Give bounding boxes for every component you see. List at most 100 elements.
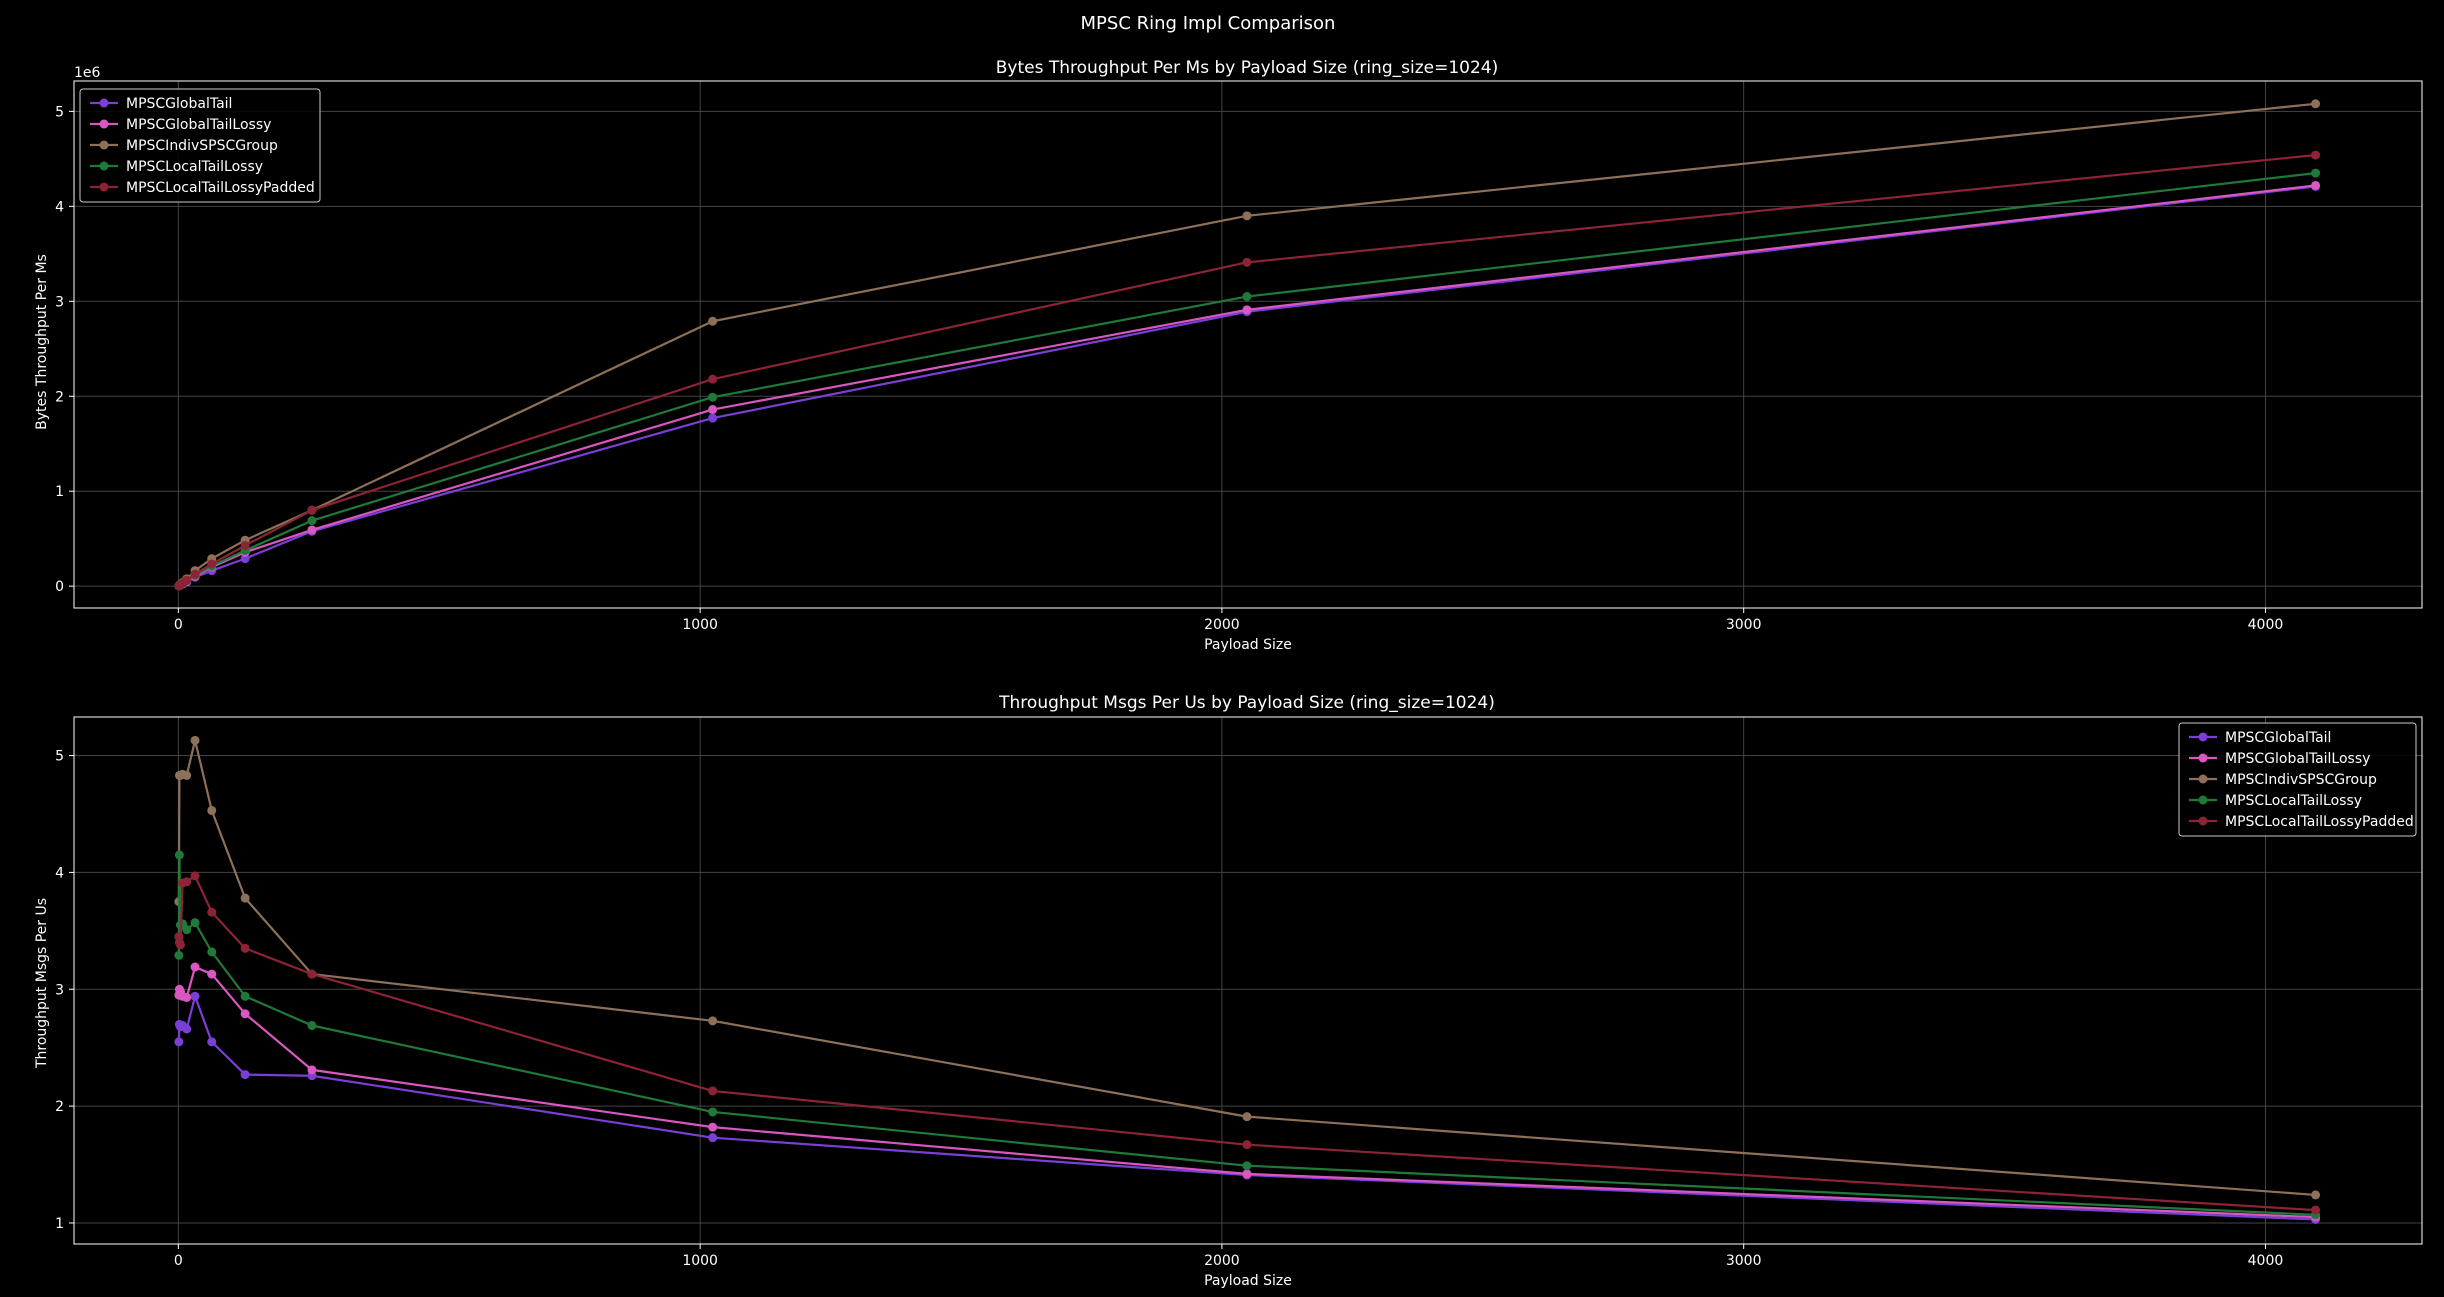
- y-tick-label: 2: [55, 389, 64, 405]
- legend-label: MPSCGlobalTail: [126, 96, 232, 112]
- legend: MPSCGlobalTail MPSCGlobalTailLossy MPSCInd…: [2178, 722, 2417, 837]
- legend-swatch-marker: [99, 98, 109, 108]
- legend-label: MPSCGlobalTailLossy: [126, 117, 271, 133]
- legend-label: MPSCLocalTailLossyPadded: [126, 180, 315, 196]
- legend-swatch-marker: [2198, 732, 2208, 742]
- data-point: [240, 943, 250, 953]
- ticks: 0 1000 2000 3000 4000 0 1 2 3 4 5: [55, 104, 2283, 633]
- data-point: [240, 991, 250, 1001]
- series-MPSCGlobalTailLossy: [174, 962, 2321, 1222]
- y-tick-label: 5: [55, 104, 64, 120]
- figure-suptitle: MPSC Ring Impl Comparison: [1081, 13, 1336, 34]
- data-point: [1242, 305, 1252, 315]
- data-point: [182, 925, 192, 935]
- data-point: [708, 1107, 718, 1117]
- data-point: [2311, 150, 2321, 160]
- data-point: [240, 1009, 250, 1019]
- chart-title: Bytes Throughput Per Ms by Payload Size …: [996, 58, 1498, 78]
- chart-title: Throughput Msgs Per Us by Payload Size (…: [998, 693, 1495, 713]
- legend-swatch-marker: [2198, 795, 2208, 805]
- data-point: [708, 374, 718, 384]
- data-point: [708, 1016, 718, 1026]
- legend-frame: [79, 88, 321, 203]
- y-tick-label: 3: [55, 982, 64, 998]
- x-tick-label: 1000: [682, 617, 718, 633]
- data-point: [182, 992, 192, 1002]
- y-tick-label: 1: [55, 484, 64, 500]
- legend-entry: MPSCLocalTailLossyPadded: [2189, 814, 2414, 830]
- legend-entry: MPSCLocalTailLossyPadded: [90, 180, 315, 196]
- x-tick-label: 3000: [1726, 1253, 1762, 1269]
- data-point: [190, 735, 200, 745]
- legend-label: MPSCGlobalTail: [2225, 730, 2331, 746]
- y-tick-label: 0: [55, 579, 64, 595]
- data-point: [2311, 1190, 2321, 1200]
- data-point: [190, 962, 200, 972]
- y-axis-label: Throughput Msgs Per Us: [34, 898, 50, 1069]
- series-MPSCLocalTailLossyPadded: [174, 871, 2321, 1215]
- x-tick-label: 0: [174, 1253, 183, 1269]
- data-point: [307, 516, 317, 526]
- legend-swatch-marker: [2198, 753, 2208, 763]
- data-point: [307, 1020, 317, 1030]
- data-point: [708, 1122, 718, 1132]
- data-point: [708, 405, 718, 415]
- data-point: [190, 991, 200, 1001]
- data-point: [190, 871, 200, 881]
- x-tick-label: 4000: [2248, 1253, 2284, 1269]
- series-MPSCLocalTailLossyPadded: [174, 150, 2321, 591]
- legend-swatch-marker: [2198, 816, 2208, 826]
- legend-entry: MPSCIndivSPSCGroup: [2189, 772, 2377, 788]
- data-point: [174, 950, 184, 960]
- legend-label: MPSCIndivSPSCGroup: [2225, 772, 2377, 788]
- x-tick-label: 2000: [1204, 1253, 1240, 1269]
- data-point: [182, 1024, 192, 1034]
- x-tick-label: 3000: [1726, 617, 1762, 633]
- data-point: [182, 877, 192, 887]
- data-point: [240, 554, 250, 564]
- legend-label: MPSCGlobalTailLossy: [2225, 751, 2370, 767]
- data-point: [1242, 292, 1252, 302]
- data-point: [182, 575, 192, 585]
- data-point: [708, 413, 718, 423]
- legend-swatch-marker: [99, 182, 109, 192]
- data-point: [190, 918, 200, 928]
- data-point: [174, 1037, 184, 1047]
- y-tick-label: 2: [55, 1099, 64, 1115]
- y-axis-label: Bytes Throughput Per Ms: [34, 254, 50, 430]
- msgs-throughput-chart: Throughput Msgs Per Us by Payload Size (…: [34, 693, 2423, 1289]
- data-point: [1242, 1112, 1252, 1122]
- legend-entry: MPSCGlobalTailLossy: [2189, 751, 2370, 767]
- data-point: [240, 541, 250, 551]
- x-axis-label: Payload Size: [1204, 1273, 1292, 1289]
- data-point: [1242, 257, 1252, 267]
- data-point: [2311, 168, 2321, 178]
- legend-entry: MPSCGlobalTail: [2189, 730, 2331, 746]
- axes-frame: [73, 80, 2423, 609]
- legend-entry: MPSCLocalTailLossy: [90, 159, 263, 175]
- x-axis-label: Payload Size: [1204, 637, 1292, 653]
- legend-label: MPSCLocalTailLossy: [2225, 793, 2362, 809]
- y-offset-text: 1e6: [74, 65, 101, 81]
- x-tick-label: 4000: [2248, 617, 2284, 633]
- data-point: [307, 525, 317, 535]
- data-point: [190, 569, 200, 579]
- legend-swatch-marker: [99, 161, 109, 171]
- data-point: [2311, 180, 2321, 190]
- legend-label: MPSCIndivSPSCGroup: [126, 138, 278, 154]
- x-tick-label: 2000: [1204, 617, 1240, 633]
- data-point: [240, 1070, 250, 1080]
- legend-entry: MPSCIndivSPSCGroup: [90, 138, 278, 154]
- legend-label: MPSCLocalTailLossy: [126, 159, 263, 175]
- legend-entry: MPSCGlobalTail: [90, 96, 232, 112]
- ticks: 0 1000 2000 3000 4000 1 2 3 4 5: [55, 749, 2283, 1269]
- data-point: [708, 316, 718, 326]
- data-point: [175, 940, 185, 950]
- legend-swatch-marker: [99, 140, 109, 150]
- data-point: [708, 1086, 718, 1096]
- data-point: [708, 1133, 718, 1143]
- data-point: [2311, 99, 2321, 109]
- legend-label: MPSCLocalTailLossyPadded: [2225, 814, 2414, 830]
- data-point: [708, 392, 718, 402]
